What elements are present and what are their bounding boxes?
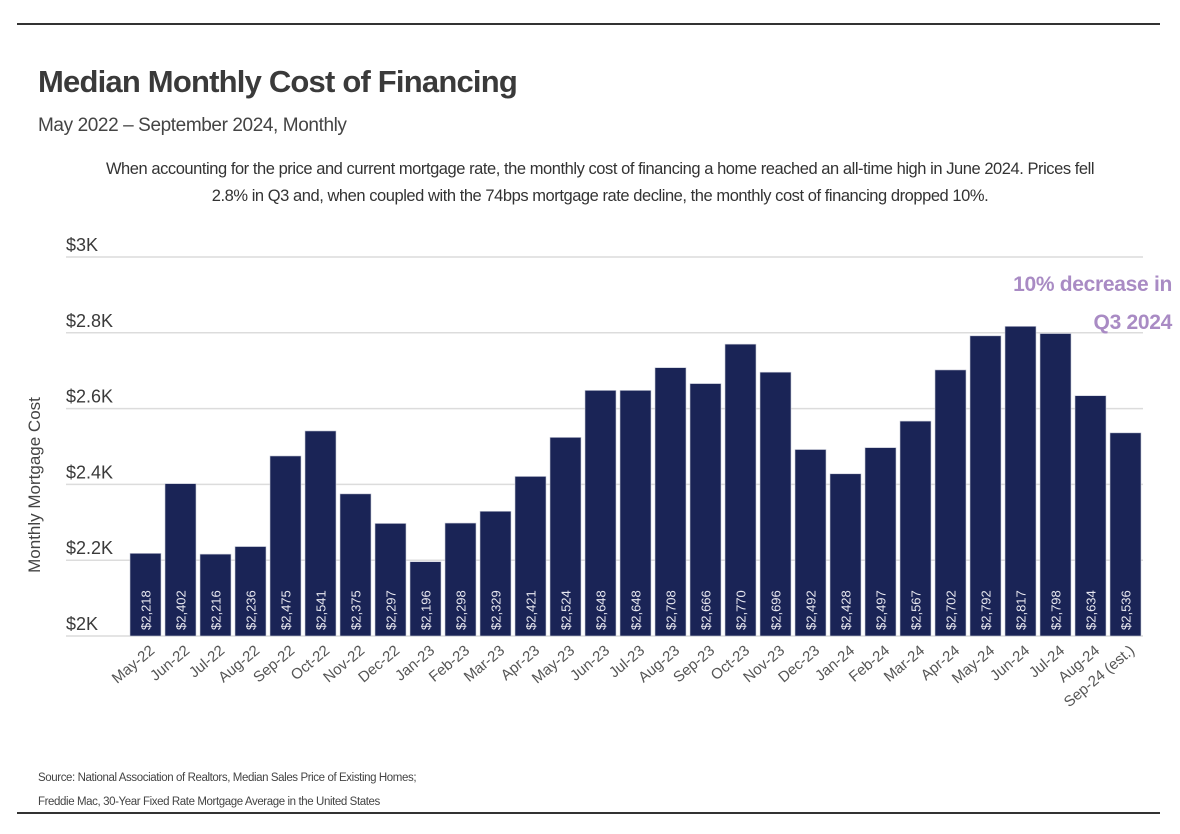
data-label: $2,375 <box>349 590 364 630</box>
bar <box>479 511 512 637</box>
y-tick-label: $2.6K <box>66 387 113 407</box>
bar <box>269 455 302 637</box>
y-tick-label: $2.4K <box>66 462 113 482</box>
bar <box>1004 326 1037 637</box>
bar <box>689 383 722 637</box>
data-label: $2,297 <box>384 590 399 630</box>
bar <box>1074 395 1107 637</box>
bars <box>129 326 1142 637</box>
bar <box>899 420 932 637</box>
data-label: $2,196 <box>419 590 434 630</box>
bar <box>934 369 967 637</box>
bar <box>409 561 442 637</box>
y-axis-ticks: $2K $2.2K $2.4K $2.6K $2.8K $3K <box>66 235 113 634</box>
data-label: $2,541 <box>314 590 329 630</box>
data-label: $2,648 <box>629 590 644 630</box>
bar <box>794 449 827 637</box>
bar <box>584 390 617 637</box>
bar <box>759 371 792 637</box>
bar <box>374 523 407 637</box>
data-label: $2,648 <box>594 590 609 630</box>
x-tick-label: Mar-23 <box>461 642 508 686</box>
bar <box>444 522 477 637</box>
bar <box>234 546 267 637</box>
bar <box>724 343 757 637</box>
bar <box>619 390 652 637</box>
x-tick-label: Jun-24 <box>987 642 1033 685</box>
data-label: $2,770 <box>734 590 749 630</box>
q3-annotation: 10% decrease in Q3 2024 <box>1013 266 1172 342</box>
bar <box>304 430 337 637</box>
data-label: $2,666 <box>699 590 714 630</box>
annotation-line-2: Q3 2024 <box>1093 311 1173 334</box>
y-tick-label: $2.8K <box>66 311 113 331</box>
bar <box>1109 432 1142 637</box>
data-label: $2,536 <box>1119 590 1134 630</box>
chart-subtitle: May 2022 – September 2024, Monthly <box>38 115 347 136</box>
x-tick-label: Mar-24 <box>881 642 928 686</box>
bar <box>199 553 232 637</box>
x-tick-label: Jun-23 <box>567 642 613 685</box>
data-label: $2,298 <box>454 590 469 630</box>
bar <box>164 483 197 637</box>
y-tick-label: $2K <box>66 614 98 634</box>
top-rule <box>17 23 1160 25</box>
bar <box>339 493 372 637</box>
data-labels: $2,218 $2,402 $2,216 $2,236 $2,475 $2,541 $2,3… <box>139 590 1134 630</box>
bar <box>549 437 582 637</box>
data-label: $2,421 <box>524 590 539 630</box>
chart-title: Median Monthly Cost of Financing <box>38 64 518 99</box>
data-label: $2,696 <box>769 590 784 630</box>
annotation-line-1: 10% decrease in <box>1013 273 1172 296</box>
data-label: $2,329 <box>489 590 504 630</box>
data-label: $2,792 <box>979 590 994 630</box>
bar <box>829 473 862 637</box>
bar <box>1039 333 1072 637</box>
data-label: $2,798 <box>1049 590 1064 630</box>
data-label: $2,236 <box>244 590 259 630</box>
data-label: $2,634 <box>1084 590 1099 630</box>
data-label: $2,567 <box>909 590 924 630</box>
data-label: $2,216 <box>209 590 224 630</box>
data-label: $2,402 <box>174 590 189 630</box>
y-tick-label: $2.2K <box>66 538 113 558</box>
bar <box>864 447 897 637</box>
data-label: $2,492 <box>804 590 819 630</box>
source-line-2: Freddie Mac, 30-Year Fixed Rate Mortgage… <box>38 796 380 808</box>
data-label: $2,524 <box>559 590 574 630</box>
bar <box>514 476 547 637</box>
bar <box>654 367 687 637</box>
data-label: $2,702 <box>944 590 959 630</box>
bar <box>969 335 1002 637</box>
source-note: Source: National Association of Realtors… <box>38 766 417 814</box>
source-line-1: Source: National Association of Realtors… <box>38 772 417 784</box>
data-label: $2,497 <box>874 590 889 630</box>
x-tick-label: May-22 <box>109 642 158 687</box>
data-label: $2,428 <box>839 590 854 630</box>
y-tick-label: $3K <box>66 235 98 255</box>
data-label: $2,475 <box>279 590 294 630</box>
data-label: $2,817 <box>1014 590 1029 630</box>
x-axis-ticks: May-22Jun-22Jul-22Aug-22Sep-22Oct-22Nov-… <box>109 642 1138 711</box>
chart-description: When accounting for the price and curren… <box>105 160 1095 205</box>
x-tick-label: Jun-22 <box>147 642 193 685</box>
bottom-rule <box>17 812 1160 814</box>
data-label: $2,218 <box>139 590 154 630</box>
bar <box>129 553 162 637</box>
data-label: $2,708 <box>664 590 679 630</box>
y-axis-label: Monthly Mortgage Cost <box>25 397 44 573</box>
